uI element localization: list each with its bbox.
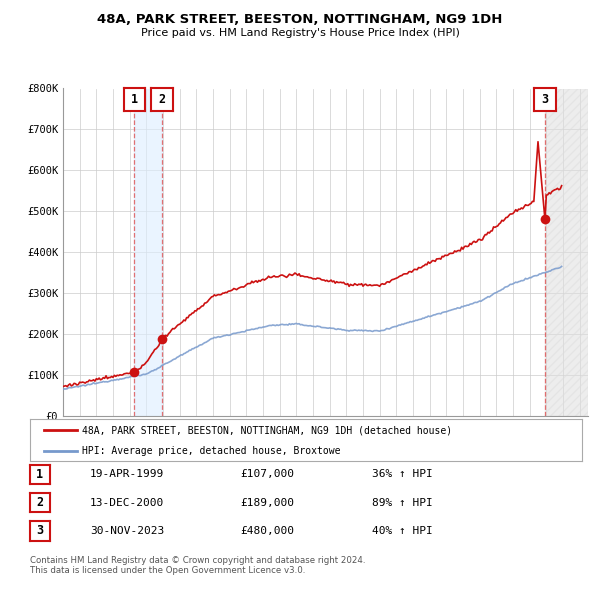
Text: 19-APR-1999: 19-APR-1999 bbox=[90, 470, 164, 479]
Bar bbox=[545, 88, 588, 416]
Text: Contains HM Land Registry data © Crown copyright and database right 2024.: Contains HM Land Registry data © Crown c… bbox=[30, 556, 365, 565]
Text: 48A, PARK STREET, BEESTON, NOTTINGHAM, NG9 1DH: 48A, PARK STREET, BEESTON, NOTTINGHAM, N… bbox=[97, 13, 503, 26]
Text: 3: 3 bbox=[541, 93, 548, 106]
Text: 40% ↑ HPI: 40% ↑ HPI bbox=[372, 526, 433, 536]
Text: Price paid vs. HM Land Registry's House Price Index (HPI): Price paid vs. HM Land Registry's House … bbox=[140, 28, 460, 38]
Text: 3: 3 bbox=[37, 525, 43, 537]
Text: 30-NOV-2023: 30-NOV-2023 bbox=[90, 526, 164, 536]
Text: 2: 2 bbox=[37, 496, 43, 509]
Bar bbox=[134, 88, 162, 416]
Text: 13-DEC-2000: 13-DEC-2000 bbox=[90, 498, 164, 507]
Text: HPI: Average price, detached house, Broxtowe: HPI: Average price, detached house, Brox… bbox=[82, 446, 341, 455]
Text: This data is licensed under the Open Government Licence v3.0.: This data is licensed under the Open Gov… bbox=[30, 566, 305, 575]
Text: 1: 1 bbox=[37, 468, 43, 481]
Text: 2: 2 bbox=[158, 93, 166, 106]
Text: £189,000: £189,000 bbox=[240, 498, 294, 507]
Text: 1: 1 bbox=[131, 93, 138, 106]
Text: 36% ↑ HPI: 36% ↑ HPI bbox=[372, 470, 433, 479]
Text: 48A, PARK STREET, BEESTON, NOTTINGHAM, NG9 1DH (detached house): 48A, PARK STREET, BEESTON, NOTTINGHAM, N… bbox=[82, 425, 452, 435]
Text: 89% ↑ HPI: 89% ↑ HPI bbox=[372, 498, 433, 507]
Text: £107,000: £107,000 bbox=[240, 470, 294, 479]
Text: £480,000: £480,000 bbox=[240, 526, 294, 536]
